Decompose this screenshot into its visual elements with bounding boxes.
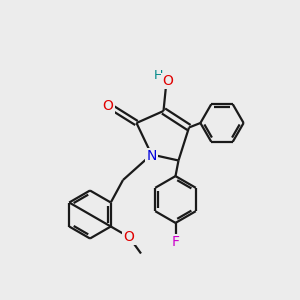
Text: O: O	[124, 230, 134, 244]
Text: N: N	[146, 149, 157, 163]
Text: H: H	[153, 69, 163, 82]
Text: O: O	[162, 74, 173, 88]
Text: O: O	[103, 100, 113, 113]
Text: F: F	[172, 236, 179, 249]
